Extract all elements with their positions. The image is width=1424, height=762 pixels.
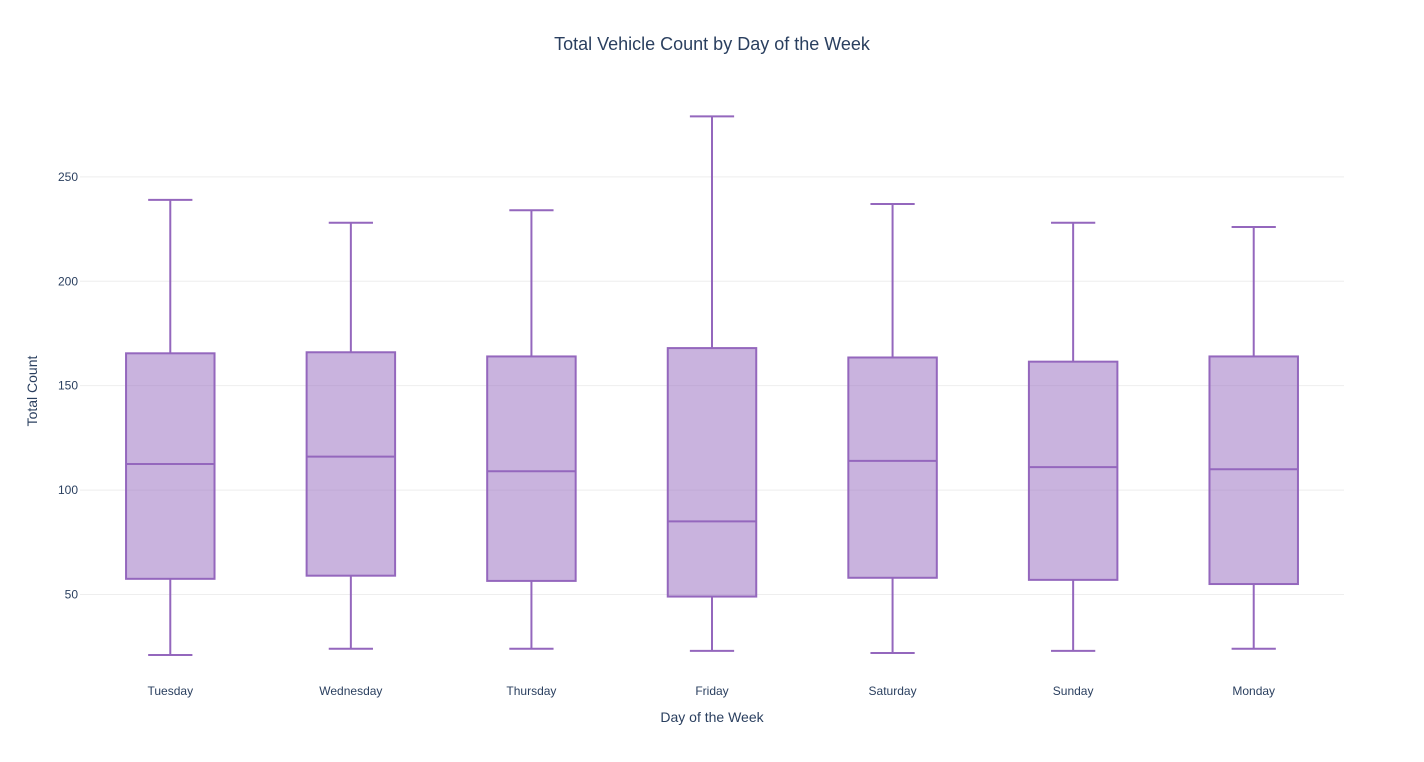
x-tick-label-tuesday: Tuesday bbox=[147, 684, 193, 698]
x-tick-label-wednesday: Wednesday bbox=[319, 684, 382, 698]
box-sunday bbox=[1027, 221, 1119, 652]
x-tick-label-sunday: Sunday bbox=[1053, 684, 1094, 698]
box-tuesday bbox=[125, 198, 216, 657]
y-tick-label-250: 250 bbox=[58, 170, 78, 184]
x-axis-title: Day of the Week bbox=[660, 709, 764, 725]
x-tick-label-friday: Friday bbox=[695, 684, 728, 698]
iqr-box-thursday bbox=[486, 355, 577, 582]
box-saturday bbox=[847, 203, 938, 654]
y-axis-ticks: 50 100 150 200 250 bbox=[58, 170, 78, 602]
y-tick-label-150: 150 bbox=[58, 379, 78, 393]
box-friday bbox=[666, 115, 758, 652]
iqr-box-saturday bbox=[847, 356, 938, 579]
y-tick-label-50: 50 bbox=[65, 587, 79, 601]
x-tick-label-saturday: Saturday bbox=[869, 684, 917, 698]
x-tick-label-thursday: Thursday bbox=[506, 684, 556, 698]
y-axis-title: Total Count bbox=[24, 355, 40, 426]
x-tick-label-monday: Monday bbox=[1232, 684, 1275, 698]
iqr-box-tuesday bbox=[125, 352, 216, 580]
x-axis-ticks: Tuesday Wednesday Thursday Friday Saturday Su… bbox=[147, 684, 1275, 698]
chart-title: Total Vehicle Count by Day of the Week bbox=[554, 34, 871, 54]
box-monday bbox=[1208, 225, 1299, 650]
box-thursday bbox=[486, 209, 577, 650]
y-tick-label-200: 200 bbox=[58, 274, 78, 288]
iqr-box-monday bbox=[1208, 355, 1299, 586]
boxes bbox=[125, 115, 1299, 657]
box-wednesday bbox=[305, 221, 397, 650]
iqr-box-sunday bbox=[1027, 360, 1119, 581]
iqr-box-wednesday bbox=[305, 351, 397, 577]
iqr-box-friday bbox=[666, 347, 758, 598]
y-tick-label-100: 100 bbox=[58, 483, 78, 497]
